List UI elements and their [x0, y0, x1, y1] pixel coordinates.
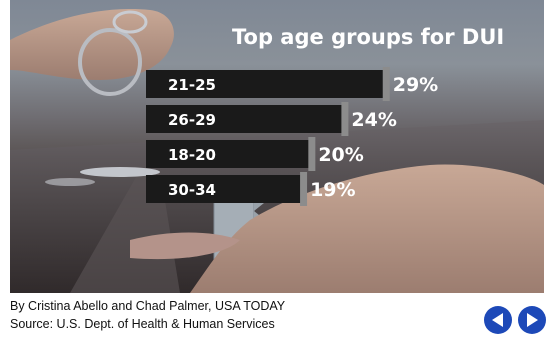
- category-label: 18-20: [168, 146, 216, 164]
- bar-cap-21-25: [382, 67, 390, 101]
- bars: 21-25 29% 26-29 24% 18-20 20% 30-34 19%: [146, 67, 438, 206]
- category-label: 21-25: [168, 76, 216, 94]
- arrow-right-icon: [527, 313, 538, 327]
- bar-26-29: [146, 105, 345, 133]
- category-label: 26-29: [168, 111, 216, 129]
- value-label: 19%: [310, 179, 355, 201]
- bar-18-20: [146, 140, 312, 168]
- bar-cap-30-34: [300, 172, 308, 206]
- credit-line: By Cristina Abello and Chad Palmer, USA …: [10, 299, 286, 313]
- arrow-left-icon: [492, 313, 503, 327]
- chart-title: Top age groups for DUI: [232, 25, 504, 49]
- scene-decoration: [10, 9, 544, 293]
- category-label: 30-34: [168, 181, 216, 199]
- dui-bar-chart: 21-25 29% 26-29 24% 18-20 20% 30-34 19% Top age…: [10, 9, 544, 293]
- prev-button[interactable]: [484, 306, 512, 334]
- bar-30-34: [146, 175, 304, 203]
- value-label: 29%: [393, 74, 438, 96]
- background-photo: 21-25 29% 26-29 24% 18-20 20% 30-34 19% Top age…: [10, 0, 544, 293]
- bar-21-25: [146, 70, 386, 98]
- bar-cap-26-29: [341, 102, 349, 136]
- bar-cap-18-20: [308, 137, 316, 171]
- value-label: 24%: [351, 109, 396, 131]
- value-label: 20%: [318, 144, 363, 166]
- next-button[interactable]: [518, 306, 546, 334]
- source-line: Source: U.S. Dept. of Health & Human Ser…: [10, 317, 275, 331]
